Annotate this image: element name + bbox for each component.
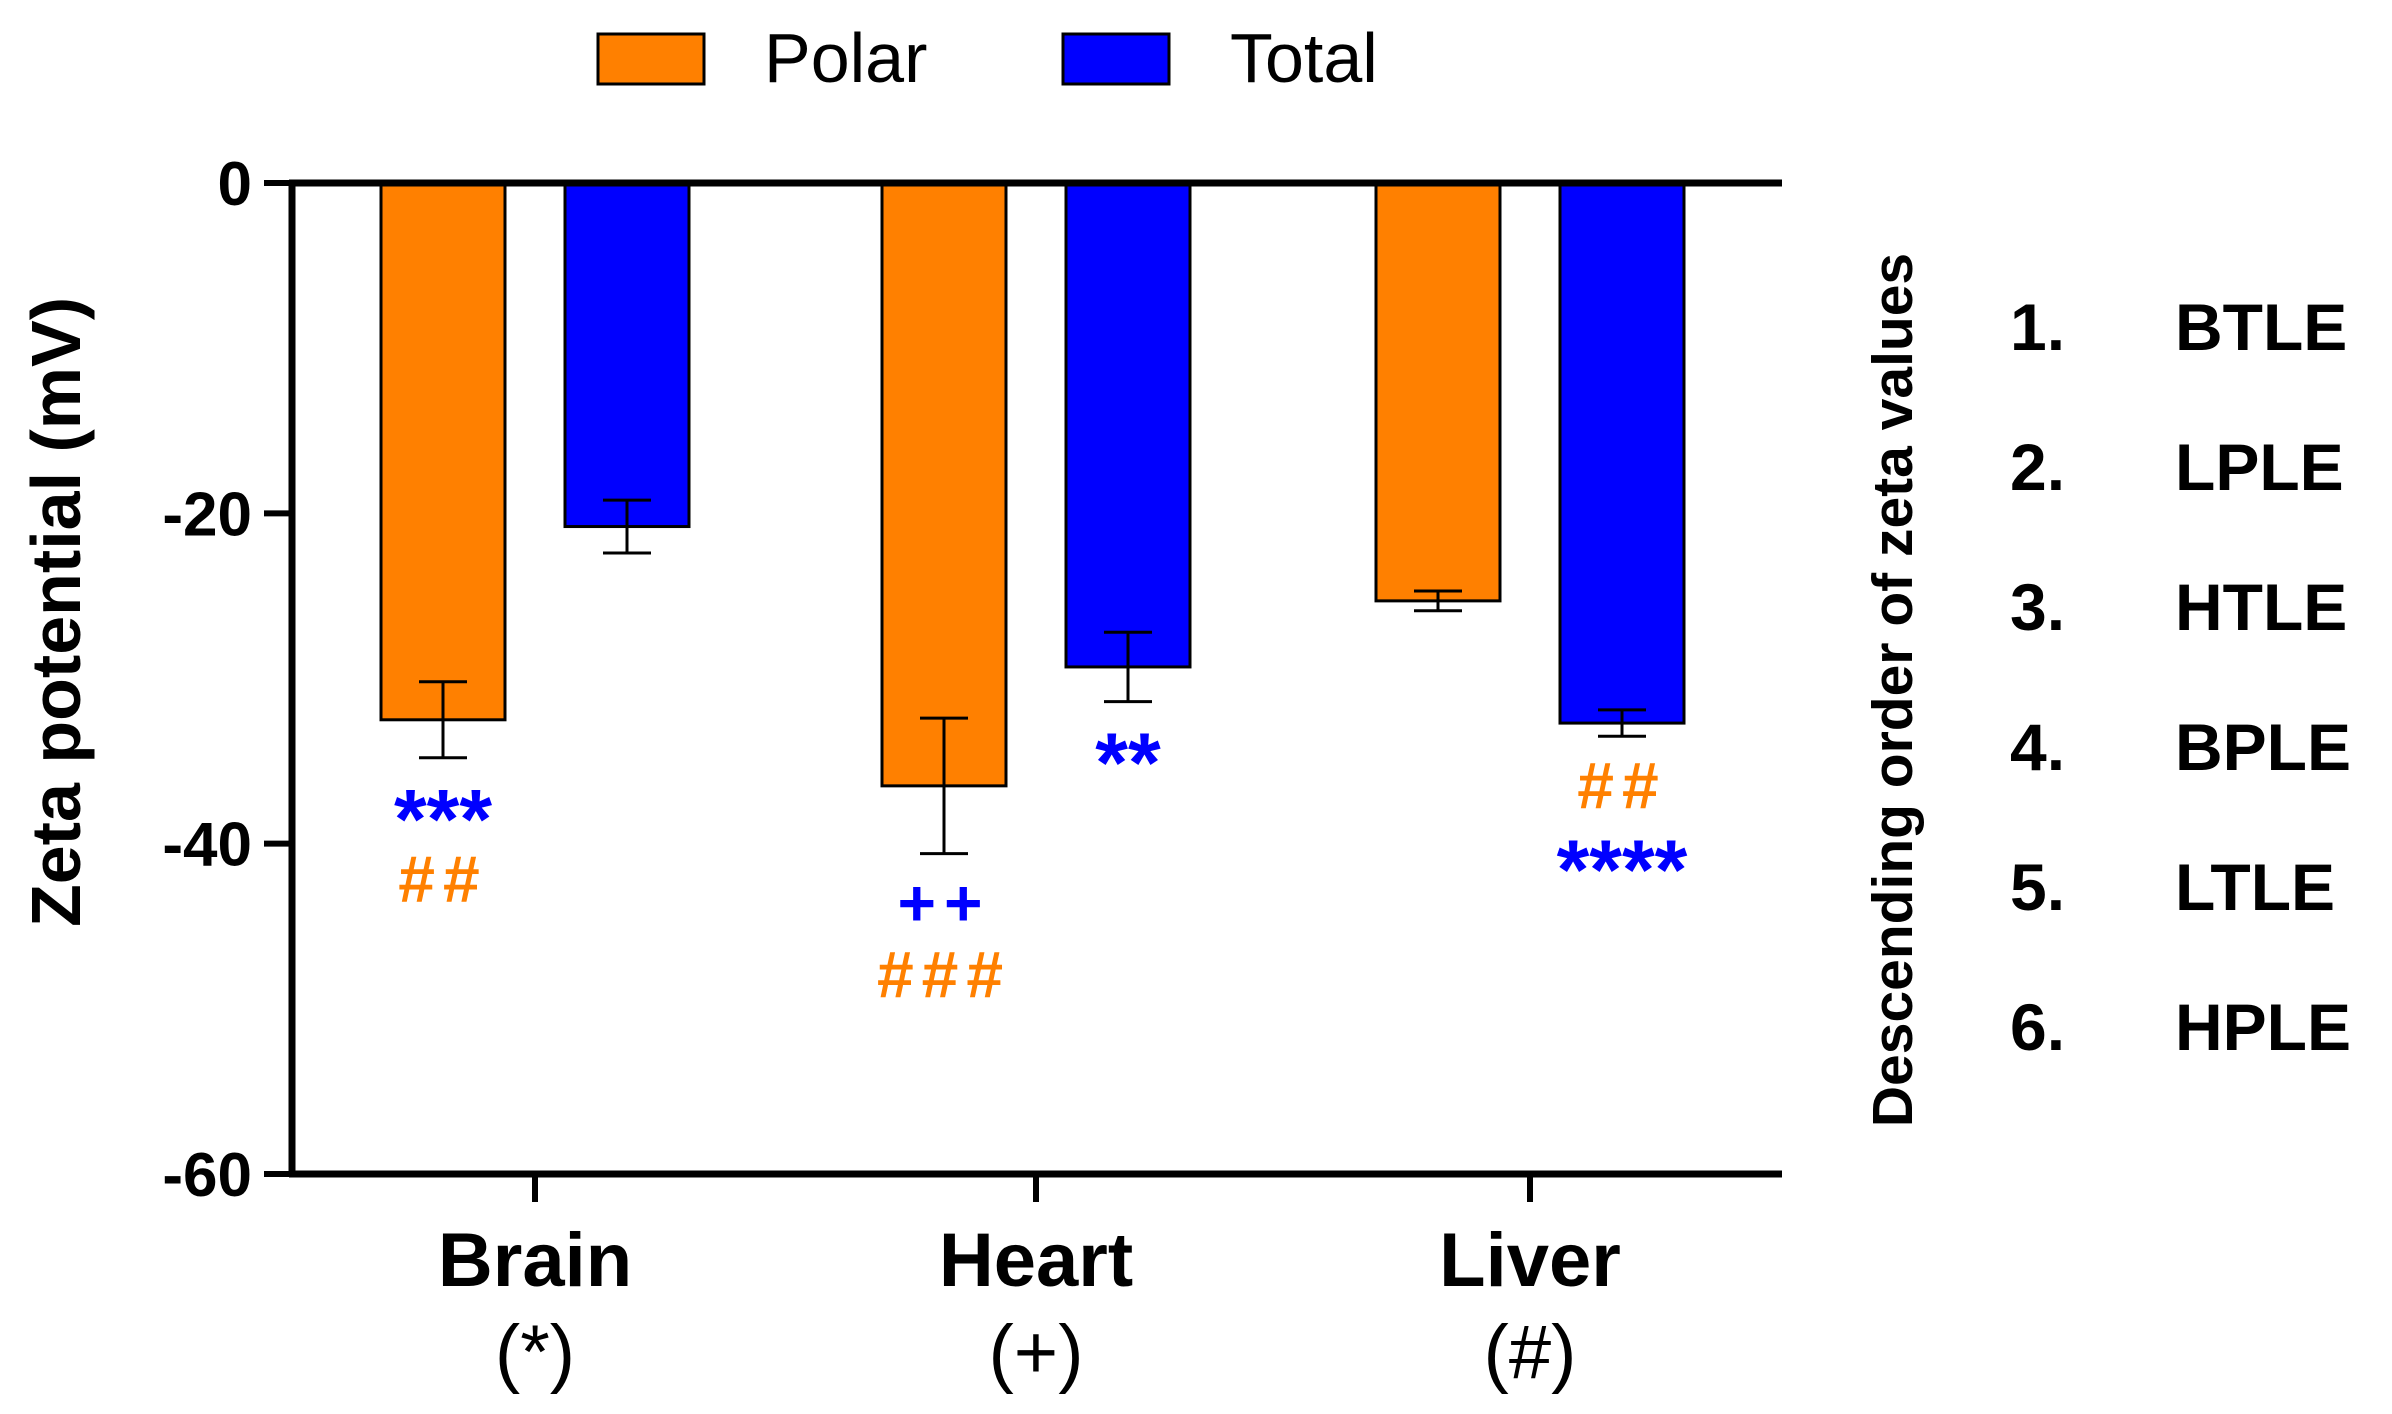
bar-total-heart — [1064, 181, 1192, 669]
bar-total-liver — [1558, 181, 1686, 725]
legend-label-total: Total — [1230, 19, 1378, 97]
legend-swatch-total — [1061, 32, 1171, 86]
rank-number: 3. — [2010, 570, 2065, 644]
x-tick-label-brain: Brain — [438, 1218, 632, 1303]
rank-number: 1. — [2010, 290, 2065, 364]
bar-polar-heart — [880, 181, 1008, 788]
significance-marker: ## — [398, 842, 487, 916]
y-tick-label: -20 — [162, 480, 252, 549]
y-axis-title: Zeta potential (mV) — [17, 297, 95, 927]
bar-total-brain — [563, 181, 691, 529]
rank-label: BPLE — [2175, 710, 2351, 784]
rank-number: 2. — [2010, 430, 2065, 504]
x-tick-sublabel: (+) — [989, 1310, 1084, 1395]
y-tick-label: -60 — [162, 1141, 252, 1210]
rank-label: HPLE — [2175, 990, 2351, 1064]
significance-marker: **** — [1557, 822, 1688, 916]
significance-marker: *** — [394, 772, 492, 866]
significance-annotations: ***## ++###** ##**** — [394, 716, 1688, 1012]
legend: Polar Total — [596, 19, 1378, 97]
y-tick-label: 0 — [218, 150, 252, 219]
rank-label: LTLE — [2175, 850, 2335, 924]
x-tick-label-liver: Liver — [1439, 1218, 1621, 1303]
rank-number: 6. — [2010, 990, 2065, 1064]
side-panel-title: Descending order of zeta values — [1861, 253, 1925, 1127]
significance-marker: ## — [1577, 748, 1666, 822]
legend-swatch-polar — [596, 32, 706, 86]
significance-marker: ** — [1095, 716, 1161, 810]
axes: 0 -20 -40 -60 Brain(*) Heart(+) Liver(#) — [162, 150, 1782, 1395]
rank-label: HTLE — [2175, 570, 2347, 644]
x-tick-label-heart: Heart — [939, 1218, 1133, 1303]
bars — [379, 181, 1686, 788]
error-bars — [419, 498, 1646, 856]
x-tick-sublabel: (*) — [495, 1310, 575, 1395]
rank-label: BTLE — [2175, 290, 2347, 364]
significance-marker: ### — [877, 938, 1011, 1012]
rank-number: 4. — [2010, 710, 2065, 784]
rank-label: LPLE — [2175, 430, 2344, 504]
bar-polar-liver — [1374, 181, 1502, 603]
rank-number: 5. — [2010, 850, 2065, 924]
bar-polar-brain — [379, 181, 507, 722]
y-tick-label: -40 — [162, 811, 252, 880]
significance-marker: ++ — [897, 866, 990, 940]
legend-label-polar: Polar — [764, 19, 927, 97]
x-tick-sublabel: (#) — [1484, 1310, 1577, 1395]
side-panel-list: 1. BTLE 2. LPLE 3. HTLE 4. BPLE 5. LTLE 6. HPLE — [2010, 290, 2351, 1064]
